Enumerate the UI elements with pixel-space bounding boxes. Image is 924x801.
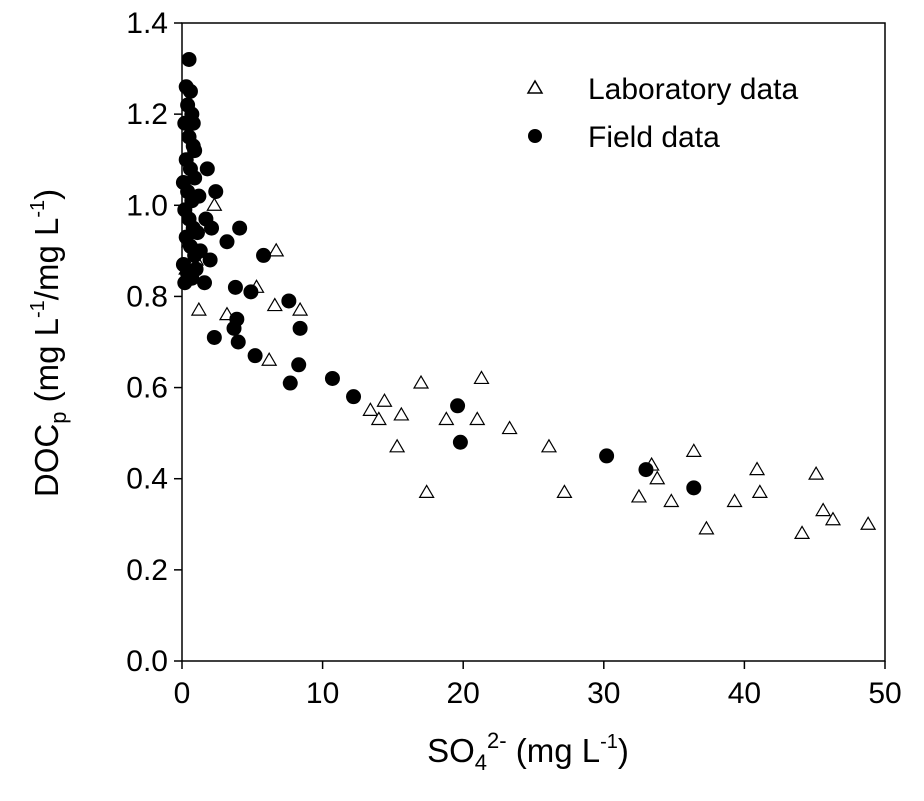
field-data-point	[181, 51, 197, 67]
field-data-point	[206, 329, 222, 345]
y-tick-label: 1.4	[126, 7, 168, 40]
plot-frame	[181, 22, 886, 662]
field-data-point	[185, 115, 201, 131]
field-data-point	[188, 261, 204, 277]
lab-data-point	[376, 393, 393, 407]
lab-data-point	[556, 484, 573, 498]
lab-data-point	[469, 411, 486, 426]
x-tick-label: 50	[868, 677, 901, 710]
field-data-point	[208, 184, 224, 200]
lab-data-point	[412, 374, 430, 389]
y-tick-label: 0.2	[126, 554, 168, 587]
y-tick-label: 1.0	[126, 189, 168, 222]
field-data-point	[282, 375, 298, 391]
x-tick-label: 10	[306, 677, 339, 710]
lab-data-point	[808, 465, 825, 480]
field-data-point	[196, 275, 212, 291]
lab-data-point	[268, 242, 285, 257]
field-data-point	[346, 389, 362, 405]
lab-data-point	[370, 411, 387, 426]
legend-marker-laboratory-icon	[526, 79, 544, 94]
y-tick-label: 0.6	[126, 372, 168, 405]
lab-data-point	[501, 420, 518, 435]
field-data-point	[256, 247, 272, 263]
x-tick-label: 30	[587, 677, 620, 710]
field-data-point	[199, 161, 215, 177]
series-field-data	[175, 51, 702, 496]
lab-data-point	[663, 493, 680, 508]
lab-data-point	[794, 525, 811, 540]
lab-data-point	[630, 488, 647, 503]
field-data-point	[638, 462, 654, 478]
x-tick-label: 20	[447, 677, 480, 710]
field-data-point	[227, 279, 243, 295]
field-data-point	[202, 252, 218, 268]
lab-data-point	[685, 443, 702, 457]
lab-data-point	[362, 402, 379, 416]
y-tick-label: 1.2	[126, 98, 168, 131]
lab-data-point	[815, 502, 832, 517]
field-data-point	[324, 370, 340, 386]
field-data-point	[189, 225, 205, 241]
field-data-point	[187, 143, 203, 159]
lab-data-point	[418, 484, 435, 498]
plot-border	[181, 22, 886, 662]
legend-label-laboratory: Laboratory data	[588, 73, 798, 106]
field-data-point	[281, 293, 297, 309]
field-data-point	[452, 434, 468, 450]
lab-data-point	[749, 461, 766, 476]
field-data-point	[247, 348, 263, 364]
legend-marker-field-icon	[528, 129, 542, 143]
legend: Laboratory data Field data	[526, 73, 798, 154]
field-data-point	[191, 188, 207, 204]
field-data-point	[219, 234, 235, 250]
x-tick-label: 40	[728, 677, 761, 710]
x-axis: 0 10 20 30 40 50	[174, 661, 902, 710]
lab-data-point	[206, 197, 223, 211]
lab-data-point	[473, 370, 490, 385]
field-data-point	[232, 220, 248, 236]
lab-data-point	[540, 438, 558, 453]
field-data-point	[192, 243, 208, 259]
lab-data-point	[393, 406, 410, 421]
lab-data-point	[824, 511, 842, 526]
lab-data-point	[438, 411, 455, 426]
lab-data-point	[726, 493, 743, 508]
field-data-point	[450, 398, 466, 414]
y-axis: 0.0 0.2 0.4 0.6 0.8 1.0 1.2 1.4	[126, 7, 182, 678]
y-tick-label: 0.4	[126, 463, 168, 496]
lab-data-point	[751, 484, 768, 498]
field-data-point	[686, 480, 702, 496]
field-data-point	[599, 448, 615, 464]
field-data-point	[204, 220, 220, 236]
lab-data-point	[860, 516, 877, 530]
series-laboratory-data	[178, 197, 877, 540]
field-data-point	[243, 284, 259, 300]
y-axis-title: DOCp (mg L-1/mg L-1)	[27, 189, 71, 497]
lab-data-point	[292, 301, 309, 316]
lab-data-point	[190, 301, 207, 316]
field-data-point	[187, 170, 203, 186]
lab-data-point	[649, 470, 666, 485]
field-data-point	[226, 320, 242, 336]
field-data-point	[230, 334, 246, 350]
x-tick-label: 0	[174, 677, 191, 710]
lab-data-point	[261, 352, 278, 366]
y-tick-label: 0.0	[126, 645, 168, 678]
legend-label-field: Field data	[588, 121, 720, 154]
field-data-point	[177, 275, 193, 291]
y-tick-label: 0.8	[126, 280, 168, 313]
field-data-point	[182, 83, 198, 99]
lab-data-point	[389, 438, 406, 453]
field-data-point	[291, 357, 307, 373]
x-axis-title: SO42- (mg L-1)	[427, 728, 629, 775]
lab-data-point	[698, 520, 715, 535]
field-data-point	[292, 320, 308, 336]
lab-data-point	[266, 297, 283, 312]
